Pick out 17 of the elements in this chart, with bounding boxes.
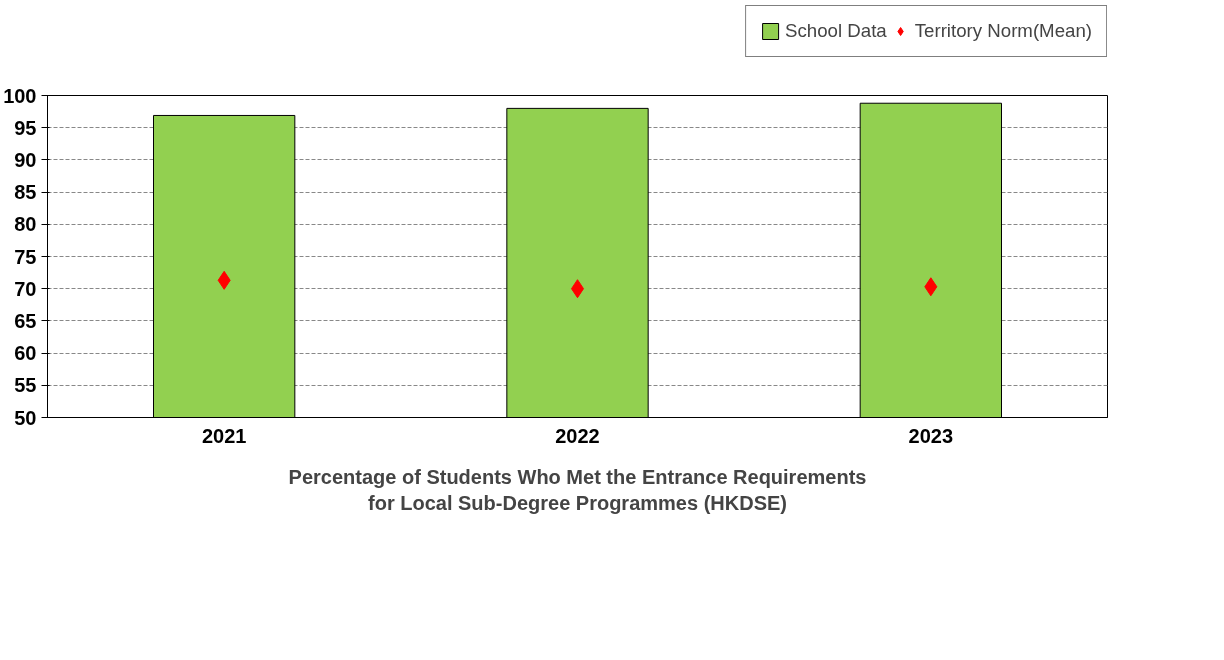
x-tick-label: 2021 <box>201 424 247 447</box>
x-tick-label: 2022 <box>555 424 600 447</box>
legend-label: Territory Norm(Mean) <box>914 20 1092 42</box>
y-tick-label: 70 <box>14 277 37 300</box>
y-tick-label: 85 <box>14 181 37 204</box>
legend-label: School Data <box>785 20 887 42</box>
y-tick-label: 60 <box>14 342 37 365</box>
y-tick-label: 100 <box>3 84 37 107</box>
y-tick-label: 50 <box>14 406 37 429</box>
y-tick-label: 80 <box>14 213 37 236</box>
x-tick-label: 2023 <box>908 424 954 447</box>
y-tick-label: 75 <box>14 245 37 268</box>
y-tick-label: 95 <box>14 116 37 139</box>
x-axis-title: Percentage of Students Who Met the Entrance Requirements for Local Sub-Degree Programmes (HKDSE) <box>288 465 867 514</box>
y-tick-label: 55 <box>14 374 37 397</box>
y-tick-label: 90 <box>14 148 37 171</box>
y-tick-label: 65 <box>14 309 37 332</box>
